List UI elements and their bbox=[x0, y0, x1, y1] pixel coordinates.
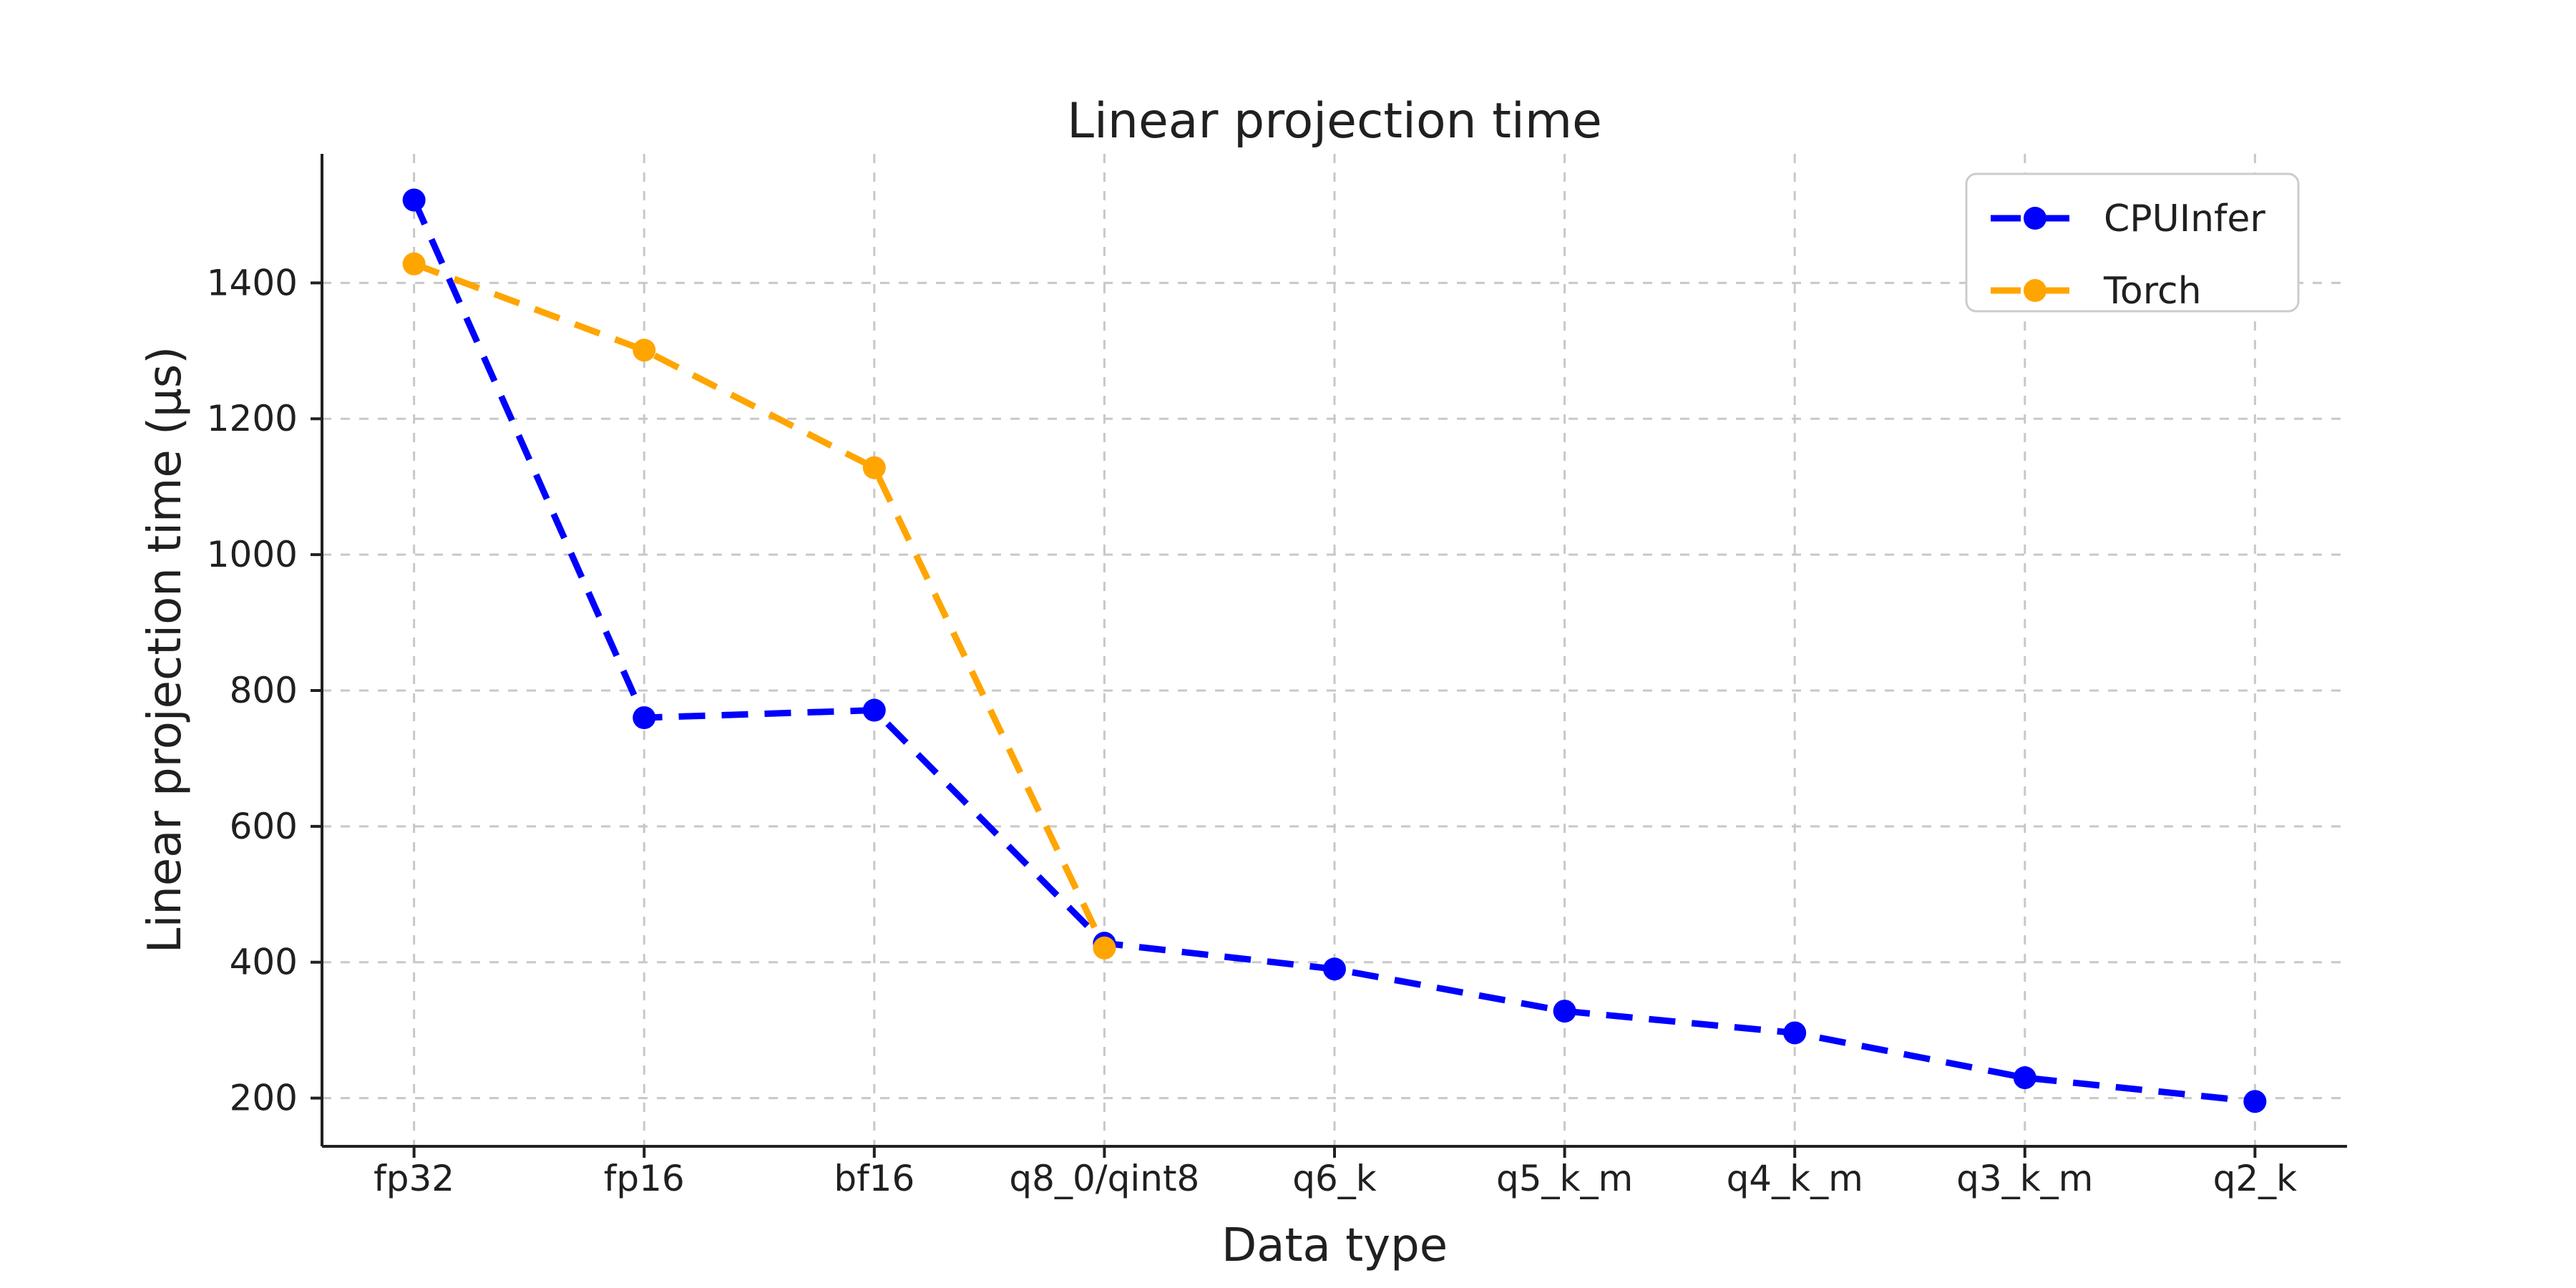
data-point-cpuinfer-bf16 bbox=[862, 698, 886, 722]
x-axis-label: Data type bbox=[1221, 1219, 1448, 1272]
tick-labels: fp32 fp16 bf16 q8_0/qint8 q6_k q5_k_m q4_k_m q3… bbox=[207, 262, 2297, 1199]
y-tick-label: 600 bbox=[230, 806, 298, 847]
data-point-torch-bf16 bbox=[862, 456, 886, 479]
x-tick-label: bf16 bbox=[834, 1158, 914, 1199]
y-axis-label: Linear projection time (μs) bbox=[139, 346, 192, 953]
x-tick-label: q6_k bbox=[1292, 1158, 1377, 1199]
y-tick-label: 1400 bbox=[207, 262, 298, 303]
data-point-cpuinfer-q6_k bbox=[1323, 957, 1346, 981]
legend-box bbox=[1965, 172, 2300, 313]
y-tick-label: 400 bbox=[230, 942, 298, 983]
data-point-torch-q8_0/qint8 bbox=[1093, 936, 1116, 960]
gridlines bbox=[322, 154, 2347, 1146]
x-tick-label: q2_k bbox=[2213, 1158, 2298, 1199]
legend-sample-marker-torch bbox=[2024, 279, 2046, 302]
legend-label-cpuinfer: CPUInfer bbox=[2104, 197, 2265, 240]
y-tick-label: 1200 bbox=[207, 398, 298, 439]
data-point-cpuinfer-q3_k_m bbox=[2013, 1066, 2036, 1090]
data-point-torch-fp16 bbox=[633, 338, 656, 362]
data-point-cpuinfer-q4_k_m bbox=[1783, 1021, 1807, 1045]
x-tick-label: fp16 bbox=[604, 1158, 685, 1199]
data-point-cpuinfer-fp32 bbox=[402, 188, 426, 212]
x-tick-label: fp32 bbox=[374, 1158, 454, 1199]
data-series bbox=[402, 188, 2267, 1113]
axes bbox=[311, 154, 2347, 1158]
y-tick-label: 1000 bbox=[207, 534, 298, 575]
y-tick-label: 800 bbox=[230, 670, 298, 711]
data-point-cpuinfer-q5_k_m bbox=[1553, 1000, 1576, 1023]
y-tick-label: 200 bbox=[230, 1078, 298, 1119]
x-tick-label: q8_0/qint8 bbox=[1009, 1158, 1199, 1199]
legend: CPUInfer Torch bbox=[1965, 172, 2300, 313]
data-point-cpuinfer-q2_k bbox=[2243, 1090, 2267, 1113]
x-tick-label: q3_k_m bbox=[1956, 1158, 2093, 1199]
legend-label-torch: Torch bbox=[2103, 270, 2202, 313]
data-point-torch-fp32 bbox=[402, 252, 426, 275]
legend-sample-marker-cpuinfer bbox=[2024, 207, 2046, 230]
x-tick-label: q5_k_m bbox=[1496, 1158, 1633, 1199]
chart-title: Linear projection time bbox=[1067, 93, 1602, 150]
data-point-cpuinfer-fp16 bbox=[633, 706, 656, 729]
x-tick-label: q4_k_m bbox=[1727, 1158, 1863, 1199]
